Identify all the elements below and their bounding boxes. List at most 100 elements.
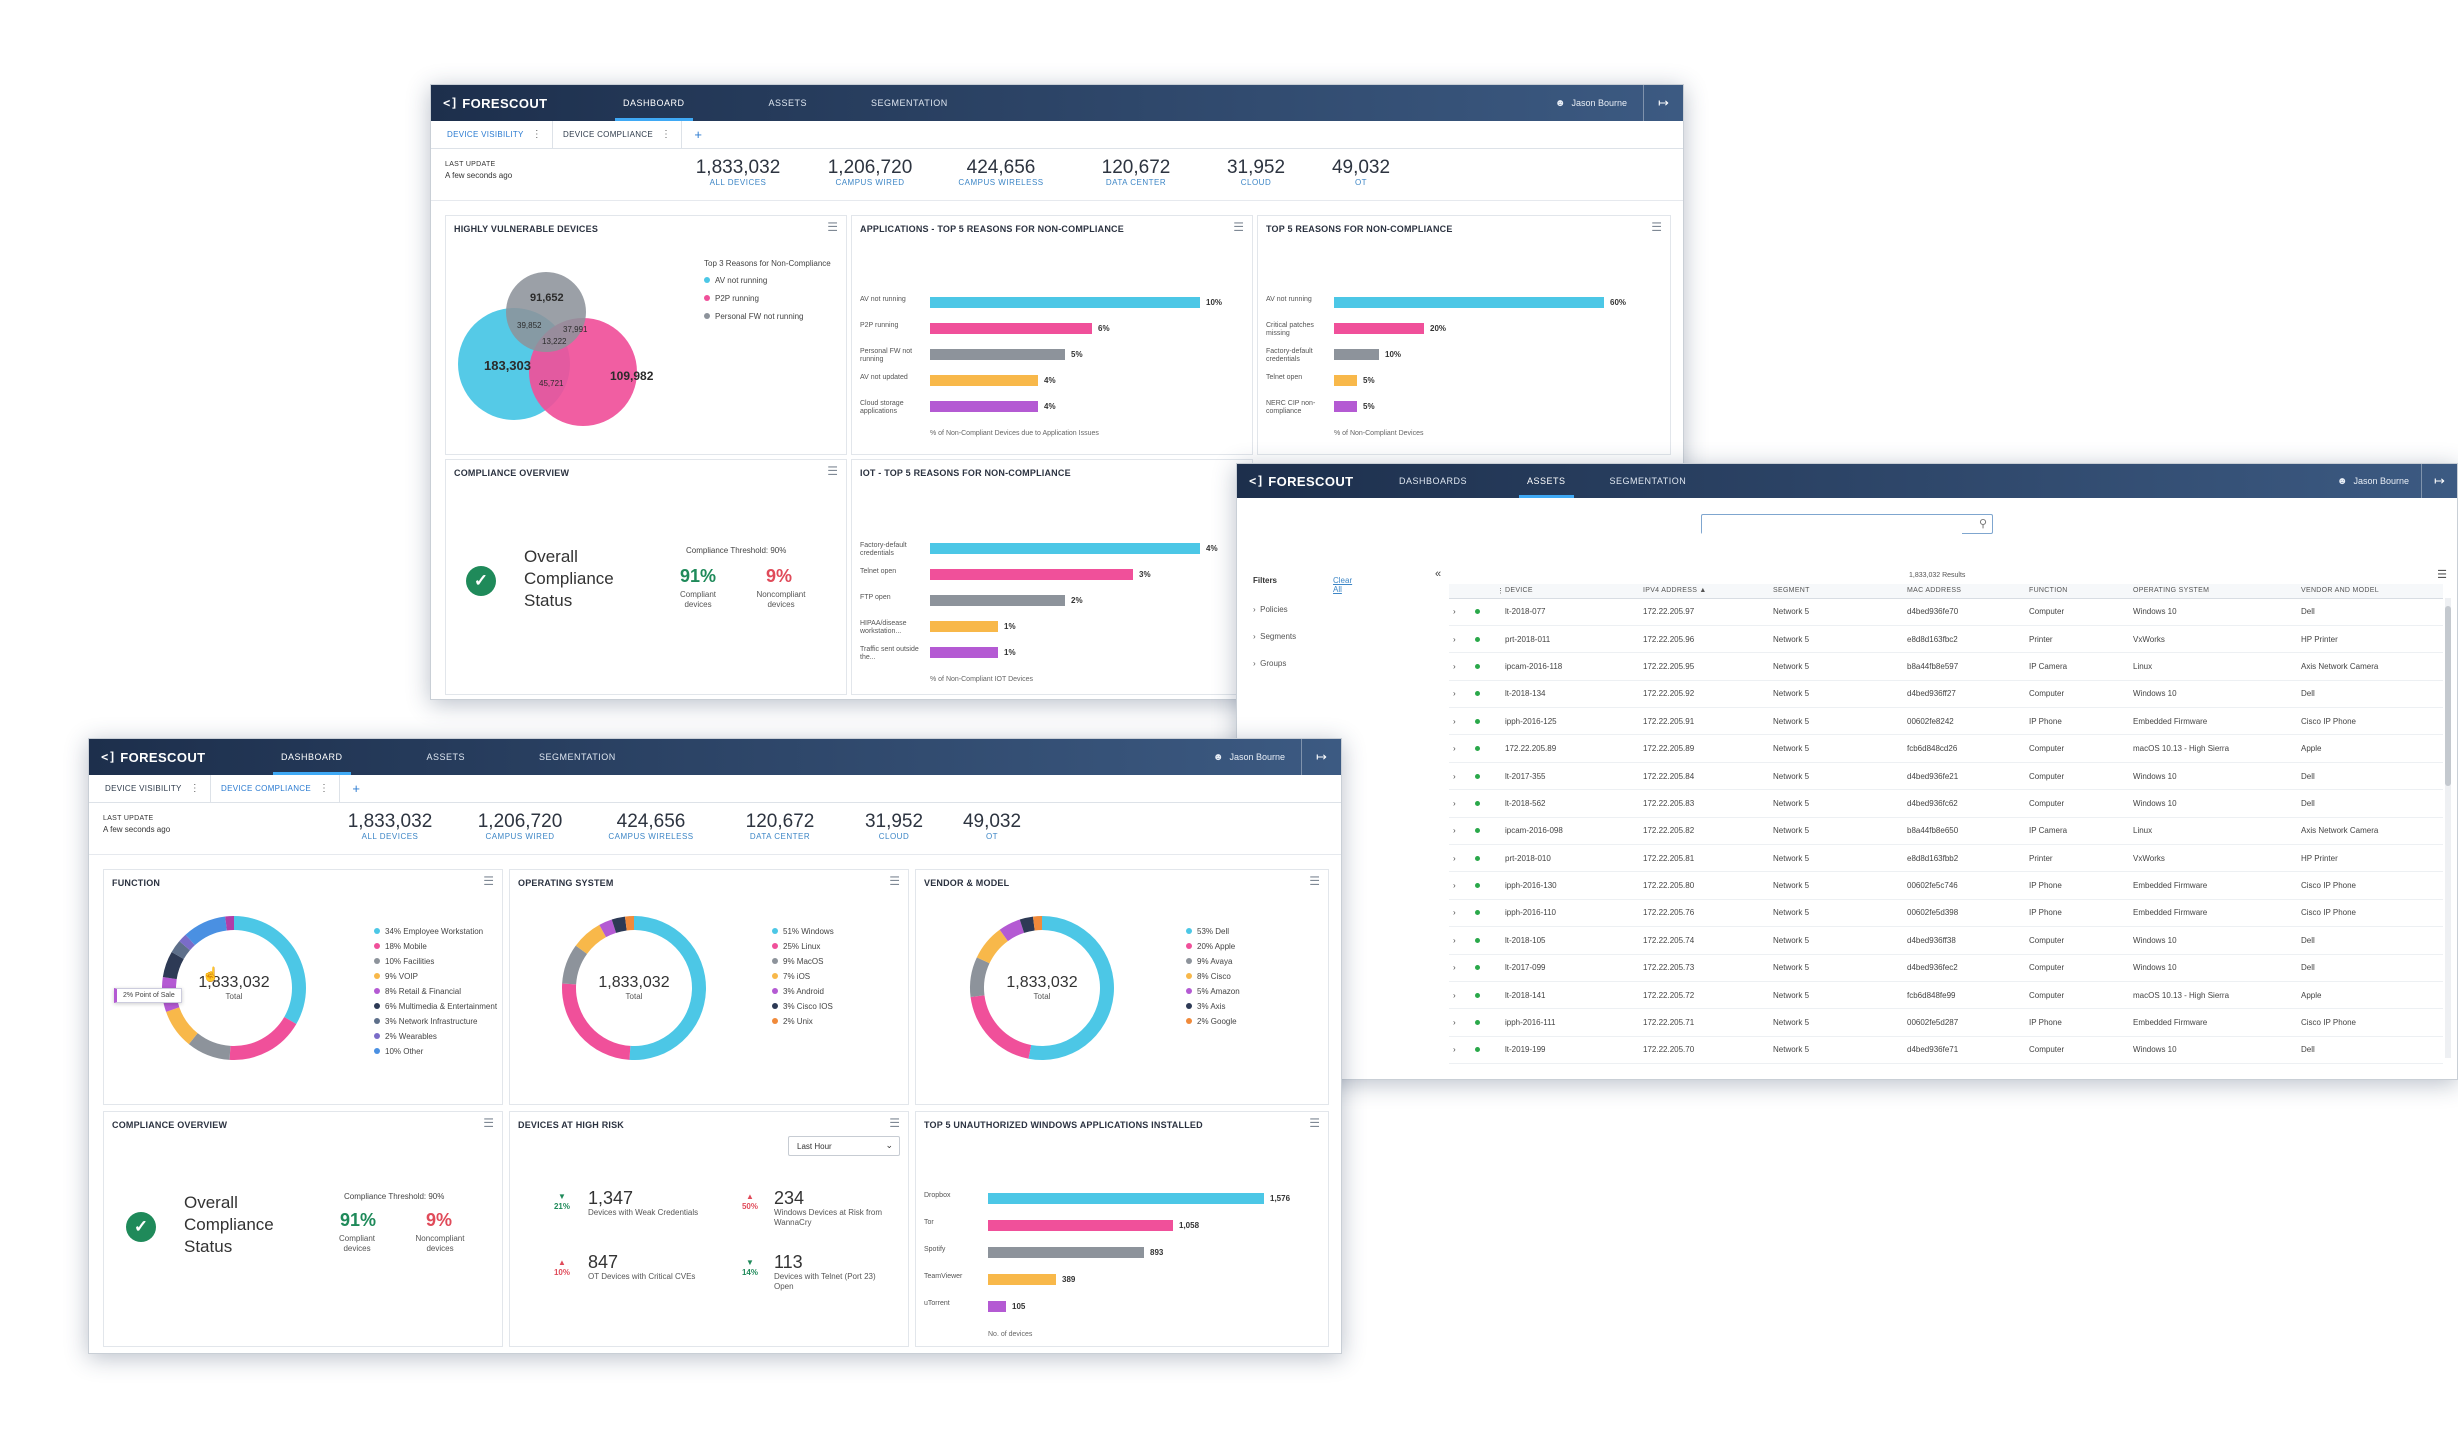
panel-menu-icon[interactable]: ☰ [1233,220,1244,234]
table-row[interactable]: › prt-2018-010 172.22.205.81 Network 5 e8d8d… [1449,844,2443,873]
time-range-select[interactable]: Last Hour ⌄ [788,1136,900,1156]
panel-menu-icon[interactable]: ☰ [889,874,900,888]
bar-row[interactable]: HIPAA/disease workstation... 1% [860,620,1240,635]
legend-item[interactable]: 10% Facilities [374,956,500,967]
nav-dashboard[interactable]: DASHBOARD [601,85,707,121]
filter-policies[interactable]: › Policies [1253,605,1288,614]
kpi-all-devices[interactable]: 1,833,032 ALL DEVICES [683,157,793,187]
table-row[interactable]: › ipcam-2016-098 172.22.205.82 Network 5 b8a… [1449,817,2443,846]
table-row[interactable]: › lt-2017-355 172.22.205.84 Network 5 d4bed9… [1449,762,2443,791]
legend-item[interactable]: 8% Cisco [1186,971,1316,982]
donut-slice[interactable] [999,919,1025,942]
nav-assets[interactable]: ASSETS [426,752,466,762]
panel-menu-icon[interactable]: ☰ [483,874,494,888]
donut-slice[interactable] [234,916,306,1024]
table-row[interactable]: › lt-2018-141 172.22.205.72 Network 5 fcb6d8… [1449,981,2443,1010]
kpi-campus-wired[interactable]: 1,206,720 CAMPUS WIRED [465,811,575,841]
bar-row[interactable]: AV not running 60% [1266,296,1656,310]
donut-slice[interactable] [599,919,617,938]
legend-item[interactable]: 20% Apple [1186,941,1316,952]
bar[interactable] [1334,375,1357,386]
expand-row-icon[interactable]: › [1449,817,1471,846]
legend-item[interactable]: 2% Unix [772,1016,902,1027]
donut-slice[interactable] [229,1017,297,1060]
user-menu[interactable]: ☻ Jason Bourne [1555,85,1627,121]
forescout-logo[interactable]: <] FORESCOUT [101,749,206,765]
bar-row[interactable]: Telnet open 5% [1266,374,1656,388]
legend-item[interactable]: 3% Android [772,986,902,997]
table-row[interactable]: › ipph-2016-110 172.22.205.76 Network 5 0060… [1449,899,2443,928]
col-header-vendor[interactable]: VENDOR AND MODEL [2297,584,2443,599]
expand-row-icon[interactable]: › [1449,762,1471,791]
expand-row-icon[interactable]: › [1449,707,1471,736]
col-header-ipv4[interactable]: IPV4 ADDRESS ▲ [1639,584,1769,599]
expand-row-icon[interactable]: › [1449,899,1471,928]
kpi-cloud[interactable]: 31,952 CLOUD [1201,157,1311,187]
user-menu[interactable]: ☻ Jason Bourne [2337,464,2409,498]
panel-menu-icon[interactable]: ☰ [827,464,838,478]
kpi-data-center[interactable]: 120,672 DATA CENTER [725,811,835,841]
scrollbar-thumb[interactable] [2445,606,2451,786]
kpi-ot[interactable]: 49,032 OT [937,811,1047,841]
table-row[interactable]: › lt-2019-199 172.22.205.70 Network 5 d4bed9… [1449,1036,2443,1065]
expand-row-icon[interactable]: › [1449,734,1471,763]
tab-menu-icon[interactable]: ⋮ [661,129,672,140]
nav-dashboard[interactable]: DASHBOARD [259,739,365,775]
search-input[interactable] [1702,516,1962,534]
table-row[interactable]: › lt-2018-077 172.22.205.97 Network 5 d4bed9… [1449,598,2443,626]
expand-row-icon[interactable]: › [1449,789,1471,818]
logout-icon[interactable]: ↦ [2421,464,2457,498]
forescout-logo[interactable]: <] FORESCOUT [443,95,548,111]
bar[interactable] [930,621,998,632]
table-menu-icon[interactable]: ☰ [2437,569,2447,581]
legend-item[interactable]: 3% Axis [1186,1001,1316,1012]
risk-item-weak-credentials[interactable]: 1,347 Devices with Weak Credentials [588,1188,708,1218]
table-row[interactable]: › lt-2017-099 172.22.205.73 Network 5 d4bed9… [1449,954,2443,982]
nav-segmentation[interactable]: SEGMENTATION [1609,476,1687,486]
kpi-campus-wireless[interactable]: 424,656 CAMPUS WIRELESS [941,157,1061,187]
bar-row[interactable]: Factory-default credentials 4% [860,542,1240,557]
donut-slice[interactable] [629,916,706,1060]
table-row[interactable]: › prt-2018-011 172.22.205.96 Network 5 e8d8d… [1449,625,2443,654]
panel-menu-icon[interactable]: ☰ [1309,1116,1320,1130]
legend-item[interactable]: 25% Linux [772,941,902,952]
donut-slice[interactable] [1028,916,1114,1060]
bar-row[interactable]: Personal FW not running 5% [860,348,1240,363]
add-tab-button[interactable]: + [352,781,361,796]
nav-dashboards[interactable]: DASHBOARDS [1399,476,1468,486]
bar-row[interactable]: Dropbox 1,576 [924,1192,1314,1206]
col-header-os[interactable]: OPERATING SYSTEM [2129,584,2297,599]
bar-row[interactable]: Traffic sent outside the... 1% [860,646,1240,661]
donut-slice[interactable] [185,916,227,946]
expand-row-icon[interactable]: › [1449,680,1471,709]
bar[interactable] [1334,297,1604,308]
expand-row-icon[interactable]: › [1449,652,1471,681]
bar-row[interactable]: Spotify 893 [924,1246,1314,1260]
table-row[interactable]: › ipph-2016-111 172.22.205.71 Network 5 0060… [1449,1008,2443,1037]
bar-row[interactable]: AV not running 10% [860,296,1240,310]
bar-row[interactable]: TeamViewer 389 [924,1273,1314,1287]
legend-item[interactable]: 3% Network Infrastructure [374,1016,500,1027]
col-header-mac[interactable]: MAC ADDRESS [1903,584,2025,599]
expand-row-icon[interactable]: › [1449,1036,1471,1065]
user-menu[interactable]: ☻ Jason Bourne [1213,739,1285,775]
panel-menu-icon[interactable]: ☰ [827,220,838,234]
tab-menu-icon[interactable]: ⋮ [319,783,330,794]
bar[interactable] [930,401,1038,412]
legend-item[interactable]: 2% Google [1186,1016,1316,1027]
legend-item[interactable]: 10% Other [374,1046,500,1057]
panel-menu-icon[interactable]: ☰ [483,1116,494,1130]
logout-icon[interactable]: ↦ [1643,85,1683,121]
tab-device-visibility[interactable]: DEVICE VISIBILITY ⋮ [95,775,211,802]
bar[interactable] [988,1274,1056,1285]
col-resize[interactable]: ⋮ [1493,584,1501,599]
bar[interactable] [930,297,1200,308]
bar-row[interactable]: Factory-default credentials 10% [1266,348,1656,363]
collapse-filters-icon[interactable]: « [1435,568,1442,580]
legend-item[interactable]: 9% MacOS [772,956,902,967]
table-row[interactable]: › lt-2018-105 172.22.205.74 Network 5 d4bed9… [1449,926,2443,955]
col-header-segment[interactable]: SEGMENT [1769,584,1903,599]
legend-item[interactable]: 53% Dell [1186,926,1316,937]
add-tab-button[interactable]: + [694,127,703,142]
donut-slice[interactable] [562,983,631,1060]
